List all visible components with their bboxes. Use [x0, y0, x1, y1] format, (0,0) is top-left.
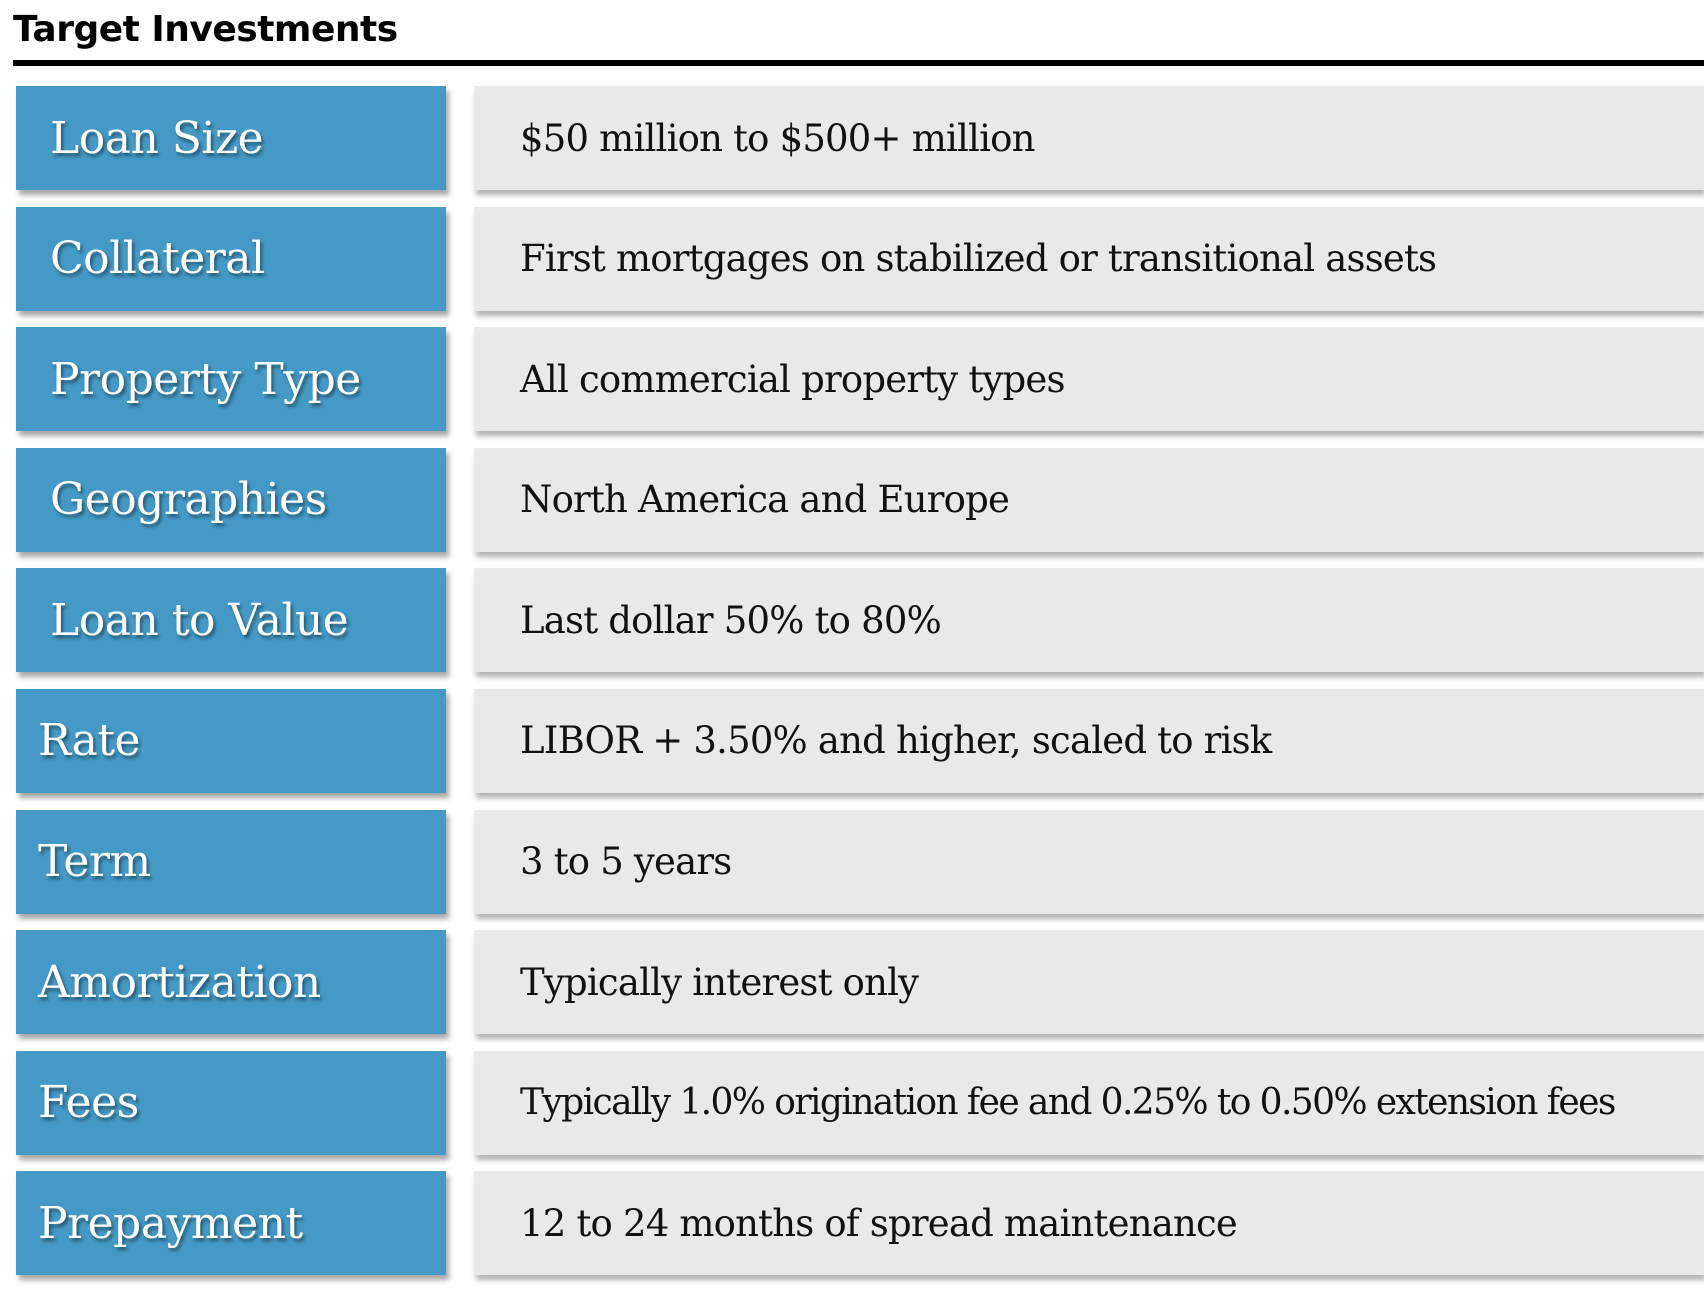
row-value-box: 3 to 5 years [474, 809, 1704, 914]
row-value: 3 to 5 years [520, 840, 732, 884]
row-label-box: Geographies [16, 447, 446, 552]
row-label: Loan Size [50, 112, 264, 164]
row-value: $50 million to $500+ million [520, 116, 1035, 160]
row-label-box: Collateral [16, 206, 446, 311]
table-row: Property Type All commercial property ty… [16, 327, 1704, 448]
row-value-box: Last dollar 50% to 80% [474, 568, 1704, 673]
table-row: Amortization Typically interest only [16, 930, 1704, 1051]
row-value: Typically interest only [520, 960, 919, 1004]
row-label-box: Fees [16, 1050, 446, 1155]
row-value: North America and Europe [520, 478, 1010, 522]
table-row: Geographies North America and Europe [16, 447, 1704, 569]
row-label: Geographies [50, 474, 327, 526]
row-label-box: Loan Size [16, 86, 446, 190]
row-value-box: First mortgages on stabilized or transit… [474, 206, 1704, 311]
terms-table: Loan Size $50 million to $500+ million C… [16, 86, 1704, 1292]
row-label-box: Property Type [16, 327, 446, 432]
row-label: Amortization [38, 956, 321, 1008]
page-title: Target Investments [13, 9, 398, 50]
row-value-box: 12 to 24 months of spread maintenance [474, 1171, 1704, 1276]
row-label-box: Term [16, 809, 446, 914]
table-row: Collateral First mortgages on stabilized… [16, 206, 1704, 328]
row-value-box: Typically interest only [474, 930, 1704, 1035]
table-row: Loan Size $50 million to $500+ million [16, 86, 1704, 207]
row-label-box: Amortization [16, 930, 446, 1035]
row-value: Last dollar 50% to 80% [520, 598, 942, 642]
row-value: Typically 1.0% origination fee and 0.25%… [520, 1082, 1616, 1124]
row-label: Collateral [50, 233, 265, 285]
row-label: Loan to Value [50, 594, 349, 646]
row-value-box: All commercial property types [474, 327, 1704, 432]
row-value: LIBOR + 3.50% and higher, scaled to risk [520, 719, 1272, 763]
row-label-box: Prepayment [16, 1171, 446, 1276]
table-row: Prepayment 12 to 24 months of spread mai… [16, 1171, 1704, 1292]
row-value: First mortgages on stabilized or transit… [520, 237, 1437, 281]
row-label-box: Loan to Value [16, 568, 446, 673]
row-label: Term [38, 836, 151, 888]
row-label: Rate [38, 715, 141, 767]
row-value-box: North America and Europe [474, 447, 1704, 552]
row-value: All commercial property types [520, 357, 1066, 401]
row-label: Fees [38, 1077, 139, 1129]
table-row: Fees Typically 1.0% origination fee and … [16, 1050, 1704, 1172]
row-value-box: $50 million to $500+ million [474, 86, 1704, 190]
row-label: Property Type [50, 353, 361, 405]
row-value-box: LIBOR + 3.50% and higher, scaled to risk [474, 688, 1704, 793]
row-value-box: Typically 1.0% origination fee and 0.25%… [474, 1050, 1704, 1155]
table-row: Term 3 to 5 years [16, 809, 1704, 931]
row-label: Prepayment [38, 1197, 303, 1249]
row-label-box: Rate [16, 688, 446, 793]
table-row: Loan to Value Last dollar 50% to 80% [16, 568, 1704, 689]
row-value: 12 to 24 months of spread maintenance [520, 1201, 1238, 1245]
table-row: Rate LIBOR + 3.50% and higher, scaled to… [16, 688, 1704, 810]
title-divider [13, 60, 1704, 66]
